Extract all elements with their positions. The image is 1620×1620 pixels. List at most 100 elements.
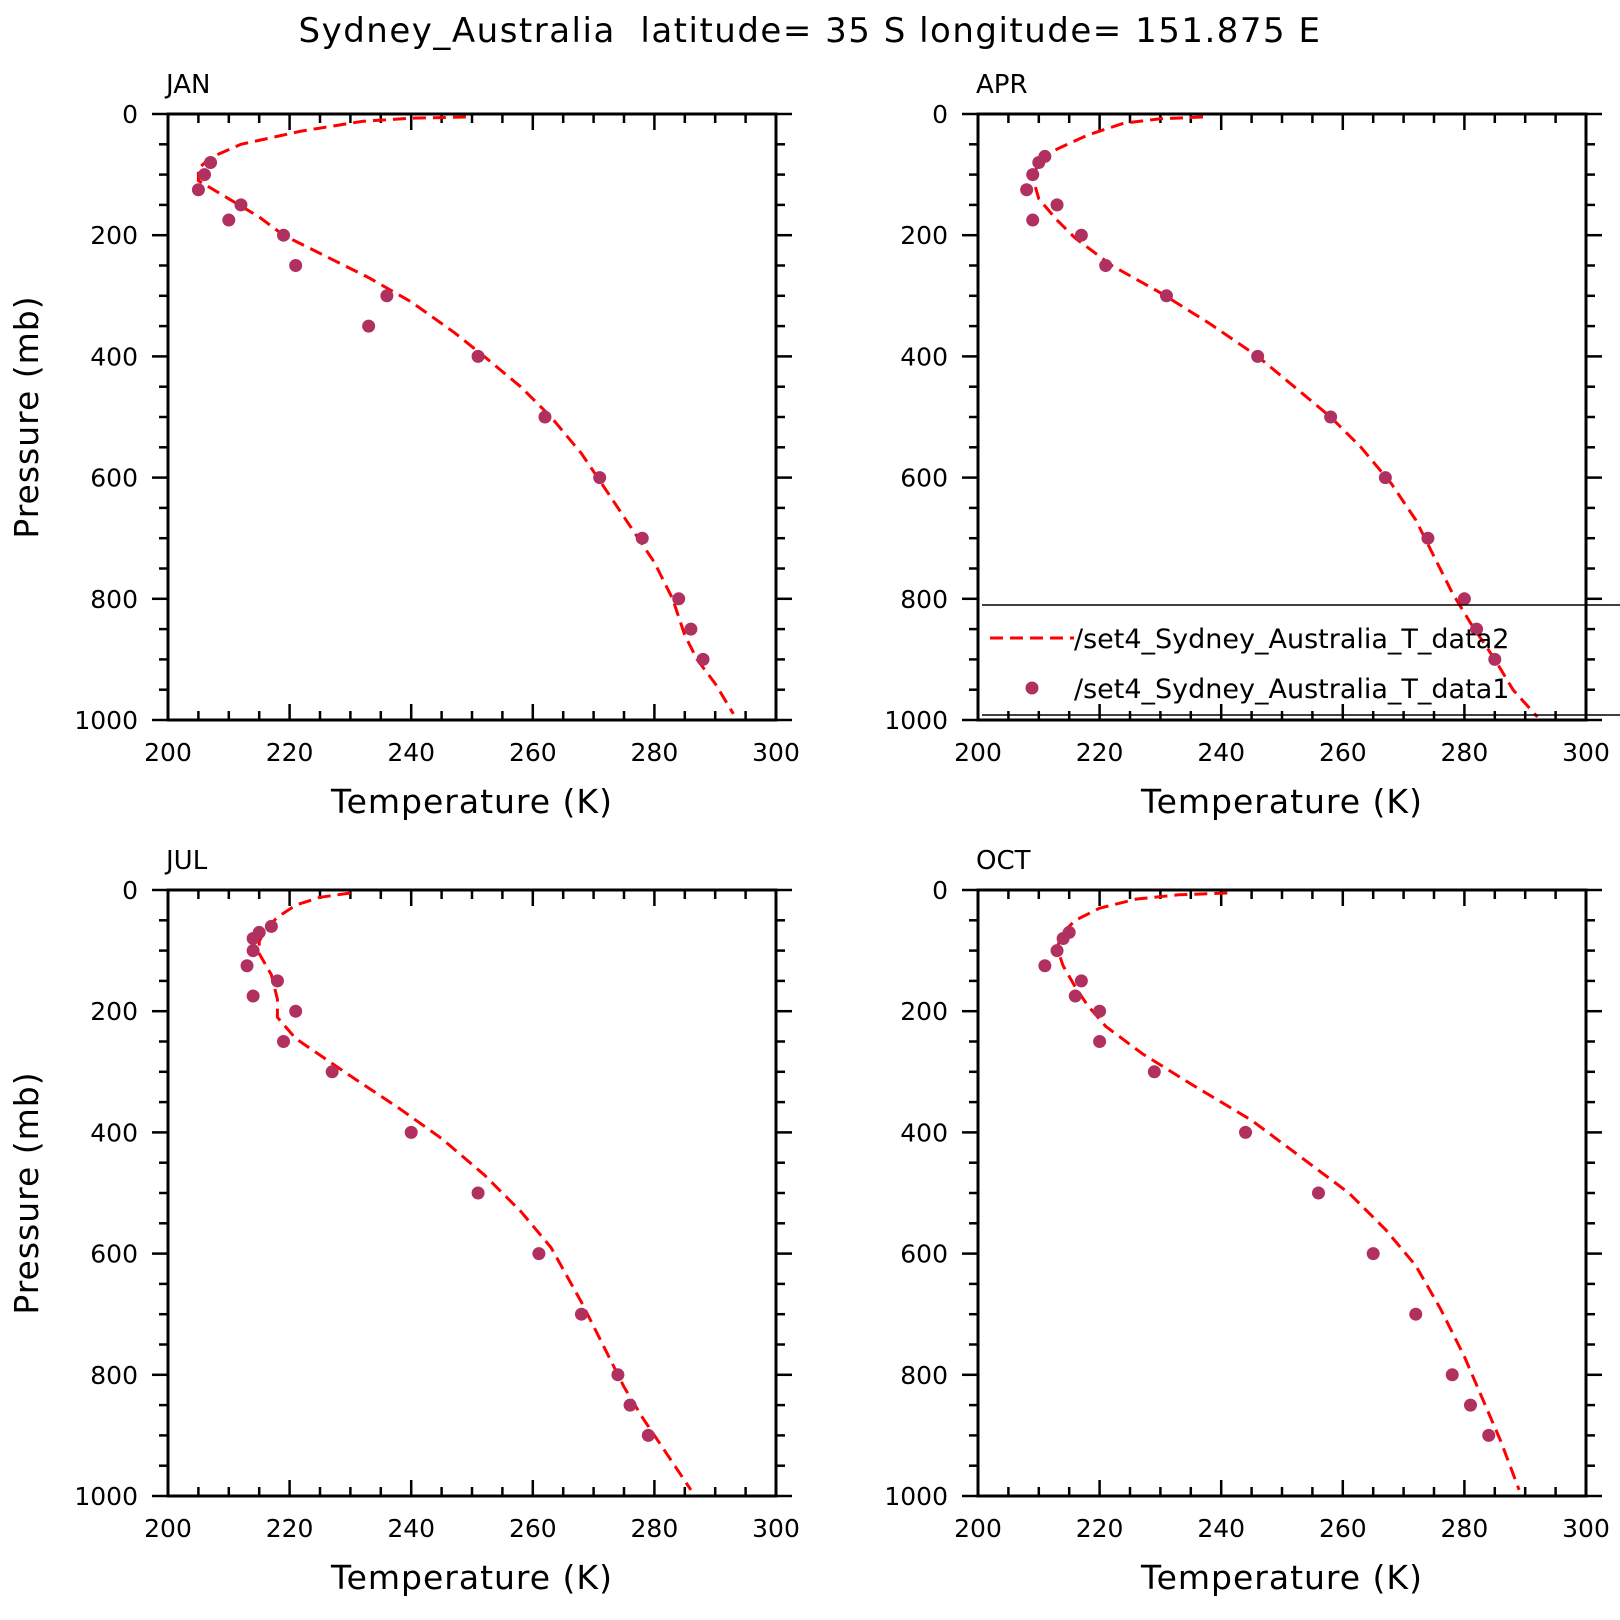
x-axis-label: Temperature (K) bbox=[330, 1558, 613, 1597]
y-tick-label: 400 bbox=[90, 342, 138, 371]
x-axis-label: Temperature (K) bbox=[1140, 1558, 1423, 1597]
y-tick-label: 200 bbox=[90, 221, 138, 250]
data-point bbox=[191, 183, 205, 197]
y-tick-label: 1000 bbox=[74, 1482, 138, 1511]
data-point bbox=[684, 622, 698, 636]
y-tick-label: 600 bbox=[90, 1240, 138, 1269]
data-point bbox=[1470, 622, 1484, 636]
data-point bbox=[1409, 1307, 1423, 1321]
panel-oct: 200 220 240 260 280 300 0 200 400 600 800 1000 OCT Te… bbox=[884, 846, 1609, 1597]
y-tick-label: 0 bbox=[122, 100, 138, 129]
data-point bbox=[1050, 198, 1064, 212]
data-point bbox=[1463, 1398, 1477, 1412]
data-point bbox=[696, 652, 710, 666]
x-tick-label: 240 bbox=[387, 1514, 435, 1543]
data-point bbox=[611, 1368, 625, 1382]
data-area bbox=[191, 115, 735, 715]
x-tick-label: 220 bbox=[1076, 1514, 1124, 1543]
data-point bbox=[1093, 1004, 1107, 1018]
data-point bbox=[234, 198, 248, 212]
panel-title: JAN bbox=[164, 70, 210, 100]
data-point bbox=[574, 1307, 588, 1321]
panel-title: APR bbox=[976, 70, 1028, 100]
y-tick-label: 200 bbox=[90, 997, 138, 1026]
data-point bbox=[240, 959, 254, 973]
data-point bbox=[1074, 228, 1088, 242]
series-line-data2 bbox=[1055, 891, 1521, 1491]
x-tick-label: 200 bbox=[954, 738, 1002, 767]
legend-label: /set4_Sydney_Australia_T_data2 bbox=[1074, 624, 1509, 655]
data-point bbox=[1421, 531, 1435, 545]
data-point bbox=[1056, 931, 1070, 945]
panels: 200 220 240 260 280 300 0 200 400 600 800 1000 JAN Te… bbox=[7, 70, 1610, 1597]
x-tick-label: 300 bbox=[752, 738, 800, 767]
y-tick-label: 0 bbox=[122, 876, 138, 905]
data-point bbox=[404, 1125, 418, 1139]
x-tick-label: 220 bbox=[266, 1514, 314, 1543]
x-tick-label: 240 bbox=[387, 738, 435, 767]
data-area bbox=[1020, 115, 1539, 718]
x-tick-label: 220 bbox=[266, 738, 314, 767]
data-point bbox=[1032, 155, 1046, 169]
data-point bbox=[246, 989, 260, 1003]
x-axis-label: Temperature (K) bbox=[1140, 782, 1423, 821]
x-tick-label: 200 bbox=[144, 1514, 192, 1543]
y-axis-label: Pressure (mb) bbox=[7, 295, 46, 538]
panel-jan: 200 220 240 260 280 300 0 200 400 600 800 1000 JAN Te… bbox=[7, 70, 800, 821]
x-tick-label: 260 bbox=[1319, 1514, 1367, 1543]
y-tick-label: 400 bbox=[900, 1118, 948, 1147]
y-tick-label: 800 bbox=[90, 585, 138, 614]
x-tick-label: 220 bbox=[1076, 738, 1124, 767]
data-point bbox=[1482, 1428, 1496, 1442]
data-point bbox=[1026, 213, 1040, 227]
data-point bbox=[1159, 289, 1173, 303]
data-point bbox=[277, 228, 291, 242]
data-point bbox=[1020, 183, 1034, 197]
y-tick-label: 200 bbox=[900, 997, 948, 1026]
legend-marker-swatch bbox=[1025, 681, 1039, 695]
legend-label: /set4_Sydney_Australia_T_data1 bbox=[1074, 674, 1509, 705]
data-point bbox=[222, 213, 236, 227]
data-point bbox=[1311, 1186, 1325, 1200]
data-area bbox=[1038, 891, 1521, 1491]
x-tick-label: 260 bbox=[509, 738, 557, 767]
data-point bbox=[1445, 1368, 1459, 1382]
data-point bbox=[264, 919, 278, 933]
data-point bbox=[471, 349, 485, 363]
y-tick-label: 0 bbox=[932, 100, 948, 129]
y-tick-label: 1000 bbox=[884, 1482, 948, 1511]
y-tick-label: 400 bbox=[900, 342, 948, 371]
data-point bbox=[1026, 168, 1040, 182]
data-point bbox=[1147, 1065, 1161, 1079]
panel-apr: 200 220 240 260 280 300 0 200 400 600 800 1000 APR Te… bbox=[884, 70, 1609, 821]
plot-frame bbox=[976, 888, 1588, 1498]
data-point bbox=[1068, 989, 1082, 1003]
data-point bbox=[623, 1398, 637, 1412]
data-point bbox=[1093, 1035, 1107, 1048]
x-axis-label: Temperature (K) bbox=[330, 782, 613, 821]
data-point bbox=[246, 944, 260, 958]
data-point bbox=[1239, 1125, 1253, 1139]
data-point bbox=[635, 531, 649, 545]
x-tick-label: 300 bbox=[1562, 1514, 1610, 1543]
data-point bbox=[325, 1065, 339, 1079]
y-tick-label: 800 bbox=[90, 1361, 138, 1390]
y-axis-label: Pressure (mb) bbox=[7, 1071, 46, 1314]
data-point bbox=[1457, 592, 1471, 606]
data-point bbox=[1050, 944, 1064, 958]
data-point bbox=[641, 1428, 655, 1442]
data-point bbox=[1488, 652, 1502, 666]
y-tick-label: 0 bbox=[932, 876, 948, 905]
x-tick-label: 240 bbox=[1197, 738, 1245, 767]
x-tick-label: 260 bbox=[509, 1514, 557, 1543]
x-tick-label: 240 bbox=[1197, 1514, 1245, 1543]
data-point bbox=[532, 1247, 546, 1261]
data-point bbox=[270, 974, 284, 988]
data-point bbox=[1074, 974, 1088, 988]
data-point bbox=[277, 1035, 291, 1048]
data-point bbox=[197, 168, 211, 182]
series-line-data2 bbox=[196, 115, 735, 715]
data-point bbox=[593, 471, 607, 485]
data-point bbox=[289, 1004, 303, 1018]
y-tick-label: 600 bbox=[90, 464, 138, 493]
